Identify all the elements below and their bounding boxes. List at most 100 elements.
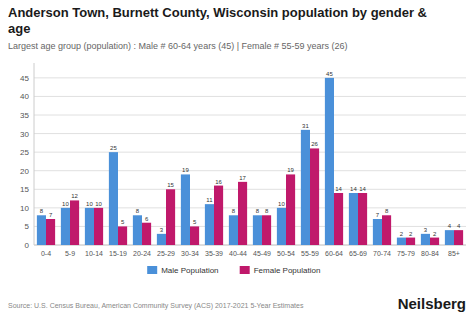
data-label: 19: [182, 167, 189, 173]
title: Anderson Town, Burnett County, Wisconsin…: [8, 5, 427, 36]
grid-line: [34, 170, 466, 171]
bar: [382, 215, 391, 245]
bar: [358, 193, 367, 245]
x-tick-label: 50-54: [277, 250, 295, 257]
title-line: Anderson Town, Burnett County, Wisconsin…: [8, 5, 427, 20]
grid-line: [34, 189, 466, 190]
bar: [70, 200, 79, 245]
data-label: 8: [136, 208, 140, 214]
data-label: 17: [239, 175, 246, 181]
legend-swatch: [240, 266, 250, 274]
x-tick-label: 15-19: [109, 250, 127, 257]
bar: [301, 130, 310, 245]
data-label: 8: [265, 208, 269, 214]
data-label: 2: [409, 231, 413, 237]
bar: [373, 219, 382, 245]
x-tick-label: 0-4: [41, 250, 51, 257]
bar: [118, 226, 127, 245]
y-tick-label: 20: [20, 167, 29, 176]
legend-swatch: [147, 266, 157, 274]
data-labels: 8101025831911881031451472347121056155161…: [40, 71, 461, 237]
data-label: 5: [121, 219, 125, 225]
bar: [85, 208, 94, 245]
data-label: 19: [287, 167, 294, 173]
y-tick-label: 30: [20, 130, 29, 139]
data-label: 31: [302, 123, 309, 129]
title-line: age: [8, 21, 30, 36]
y-tick-label: 0: [25, 241, 30, 250]
bar: [181, 174, 190, 245]
y-tick-label: 10: [20, 204, 29, 213]
bar: [349, 193, 358, 245]
bar: [109, 152, 118, 245]
x-tick-label: 60-64: [325, 250, 343, 257]
x-tick-label: 40-44: [229, 250, 247, 257]
data-label: 10: [86, 201, 93, 207]
bar: [262, 215, 271, 245]
watermark: Neilsberg: [398, 295, 466, 312]
data-label: 11: [206, 197, 213, 203]
bar: [286, 174, 295, 245]
bar: [334, 193, 343, 245]
bar: [205, 204, 214, 245]
bar: [166, 189, 175, 245]
data-label: 3: [424, 227, 428, 233]
bar: [61, 208, 70, 245]
bar: [325, 78, 334, 245]
y-grid: [34, 78, 466, 245]
data-label: 8: [256, 208, 260, 214]
bar: [238, 182, 247, 245]
y-axis-line: [34, 63, 35, 245]
data-label: 3: [160, 227, 164, 233]
grid-line: [34, 77, 466, 78]
data-label: 25: [110, 145, 117, 151]
data-label: 4: [457, 223, 461, 229]
data-label: 26: [311, 141, 318, 147]
legend: Male Population Female Population: [147, 266, 320, 275]
bar: [133, 215, 142, 245]
data-label: 8: [232, 208, 236, 214]
y-tick-label: 15: [20, 185, 29, 194]
data-label: 10: [62, 201, 69, 207]
x-tick-label: 30-34: [181, 250, 199, 257]
x-tick-label: 65-69: [349, 250, 367, 257]
bar: [445, 230, 454, 245]
y-tick-label: 35: [20, 111, 29, 120]
chart-svg: Anderson Town, Burnett County, Wisconsin…: [0, 0, 474, 316]
x-tick-label: 25-29: [157, 250, 175, 257]
grid-line: [34, 133, 466, 134]
bar: [37, 215, 46, 245]
bar: [310, 148, 319, 245]
y-tick-label: 5: [25, 222, 30, 231]
y-tick-label: 40: [20, 92, 29, 101]
data-label: 8: [40, 208, 44, 214]
subtitle: Largest age group (population) : Male # …: [8, 41, 348, 51]
bar: [253, 215, 262, 245]
x-tick-label: 10-14: [85, 250, 103, 257]
bars: [37, 78, 463, 245]
legend-label: Female Population: [254, 266, 321, 275]
data-label: 5: [193, 219, 197, 225]
grid-line: [34, 96, 466, 97]
y-tick-label: 45: [20, 74, 29, 83]
bar: [46, 219, 55, 245]
y-tick-label: 25: [20, 148, 29, 157]
bar: [406, 238, 415, 245]
data-label: 4: [448, 223, 452, 229]
data-label: 7: [376, 212, 380, 218]
x-tick-label: 20-24: [133, 250, 151, 257]
data-label: 45: [326, 71, 333, 77]
data-label: 8: [385, 208, 389, 214]
grid-line: [34, 115, 466, 116]
x-tick-label: 75-79: [397, 250, 415, 257]
data-label: 15: [167, 182, 174, 188]
data-label: 14: [335, 186, 342, 192]
bar: [142, 223, 151, 245]
data-label: 10: [95, 201, 102, 207]
x-tick-label: 55-59: [301, 250, 319, 257]
source: Source: U.S. Census Bureau, American Com…: [8, 302, 304, 310]
data-label: 14: [350, 186, 357, 192]
legend-label: Male Population: [161, 266, 218, 275]
bar: [214, 186, 223, 245]
bar: [190, 226, 199, 245]
